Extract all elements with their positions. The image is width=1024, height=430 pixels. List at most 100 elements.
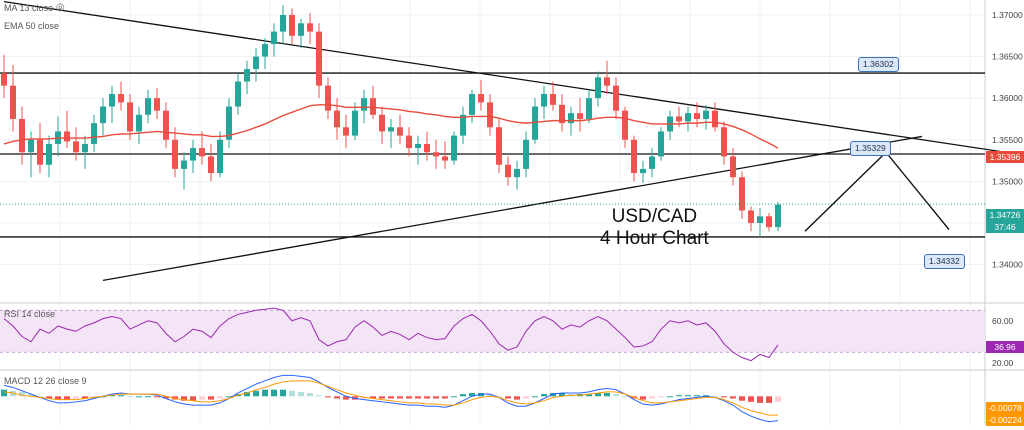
candle-body (460, 114, 466, 136)
candle-body (550, 94, 556, 105)
macd-histogram-bar (397, 396, 403, 399)
eye-icon[interactable]: ◎ (56, 2, 65, 13)
macd-histogram-bar (658, 396, 664, 398)
candle-body (217, 139, 223, 174)
candle-body (388, 127, 394, 132)
annotation-line-2: 4 Hour Chart (600, 228, 709, 249)
macd-histogram-bar (190, 396, 196, 401)
macd-histogram-bar (451, 396, 457, 398)
macd-histogram-bar (199, 396, 205, 400)
candle-body (82, 143, 88, 153)
candle-body (415, 143, 421, 149)
macd-histogram-bar (154, 396, 160, 398)
macd-histogram-bar (703, 395, 709, 397)
macd-histogram-bar (766, 396, 772, 403)
macd-histogram-bar (262, 389, 268, 397)
candle-body (298, 23, 304, 36)
macd-histogram-bar (739, 396, 745, 401)
level-callout-1[interactable]: 1.36302 (858, 57, 899, 72)
macd-histogram-bar (73, 396, 79, 399)
candle-body (676, 116, 682, 122)
macd-histogram-bar (289, 390, 295, 397)
macd-histogram-bar (469, 392, 475, 397)
candle-body (100, 106, 106, 124)
macd-histogram-bar (118, 395, 124, 397)
candle-body (28, 139, 34, 153)
candle-body (514, 168, 520, 178)
macd-histogram-bar (127, 396, 133, 398)
macd-histogram-bar (280, 389, 286, 397)
candle-body (586, 98, 592, 119)
candle-body (73, 141, 79, 153)
candle-body (451, 135, 457, 161)
candle-body (523, 139, 529, 169)
candle-body (334, 110, 340, 128)
candle-body (64, 131, 70, 142)
macd-histogram-bar (181, 396, 187, 401)
macd-histogram-bar (523, 396, 529, 399)
candle-body (163, 110, 169, 140)
price-axis-tick: 1.35000 (992, 176, 1023, 186)
candle-body (46, 143, 52, 165)
candle-body (10, 85, 16, 119)
candle-body (712, 110, 718, 128)
candle-body (487, 102, 493, 128)
candle-body (505, 164, 511, 178)
macd-histogram-bar (46, 396, 52, 399)
candle-body (325, 85, 331, 111)
macd-histogram-bar (388, 396, 394, 399)
candle-body (271, 31, 277, 45)
macd-histogram-bar (28, 394, 34, 397)
macd-histogram-bar (595, 392, 601, 397)
macd-histogram-bar (649, 396, 655, 399)
rsi-value-tag: 36.96 (986, 341, 1024, 353)
rsi-line (3, 307, 779, 362)
candle-body (352, 110, 358, 136)
macd-histogram-bar (298, 391, 304, 397)
candle-body (190, 148, 196, 161)
candle-body (748, 210, 754, 223)
macd-histogram-bar (325, 396, 331, 398)
macd-histogram-bar (424, 396, 430, 399)
candle-body (694, 113, 700, 119)
candle-body (181, 160, 187, 169)
candle-body (145, 98, 151, 115)
candle-body (775, 204, 781, 228)
macd-histogram-bar (694, 395, 700, 397)
macd-histogram-bar (667, 396, 673, 398)
candle-body (136, 114, 142, 132)
candle-body (361, 98, 367, 111)
macd-histogram-bar (613, 394, 619, 397)
last-price-tag: 1.34726 (986, 209, 1024, 221)
macd-histogram-bar (712, 396, 718, 398)
annotation-line-1: USD/CAD (611, 206, 698, 227)
macd-histogram-bar (676, 395, 682, 397)
ema50-line (3, 104, 779, 149)
macd-histogram-bar (19, 391, 25, 397)
trendline (3, 1, 1024, 156)
macd-histogram-bar (91, 396, 97, 398)
candle-body (379, 114, 385, 132)
level-callout-2[interactable]: 1.35329 (850, 141, 891, 156)
macd-histogram-bar (478, 392, 484, 397)
macd-histogram-bar (316, 395, 322, 397)
projection-path (804, 151, 950, 232)
candle-body (568, 113, 574, 124)
macd-histogram-bar (334, 396, 340, 399)
candle-body (127, 102, 133, 132)
candle-body (559, 104, 565, 124)
candle-body (244, 69, 250, 82)
candle-body (577, 113, 583, 119)
macd-histogram-bar (685, 395, 691, 397)
trendline (102, 135, 923, 282)
macd-histogram-bar (757, 396, 763, 403)
macd-histogram-bar (370, 396, 376, 399)
candle-body (640, 168, 646, 174)
level-callout-3[interactable]: 1.34332 (924, 254, 965, 269)
macd-histogram-bar (541, 394, 547, 397)
macd-histogram-bar (145, 396, 151, 398)
macd-histogram-bar (433, 396, 439, 399)
ma13-legend: MA 13 close (4, 3, 54, 13)
candle-body (613, 85, 619, 111)
